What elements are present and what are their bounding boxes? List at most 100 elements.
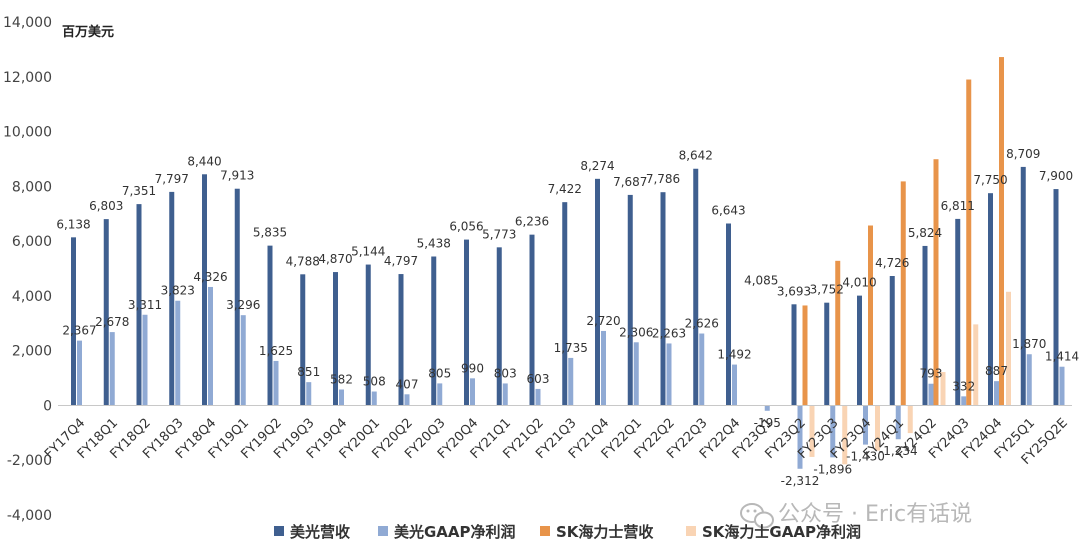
revenue-data-label: 8,274: [580, 159, 614, 173]
wechat-icon: [740, 503, 774, 529]
net-income-data-label: 2,678: [95, 315, 129, 329]
y-tick-label: 10,000: [3, 125, 52, 141]
bar-series-2: [797, 405, 803, 469]
bar-series-2: [928, 383, 934, 406]
revenue-data-label: 6,236: [515, 215, 549, 229]
bar-series-4: [875, 405, 880, 451]
bar-series-1: [103, 219, 109, 406]
unit-label: 百万美元: [62, 24, 114, 40]
bar-series-1: [1053, 189, 1059, 406]
revenue-data-label: 5,144: [351, 245, 385, 259]
bar-series-1: [889, 276, 895, 406]
bar-series-2: [535, 388, 541, 406]
bar-series-2: [109, 332, 115, 406]
legend-swatch: [274, 526, 284, 536]
legend-label: 美光营收: [290, 523, 350, 541]
y-axis: -4,000 -2,000 0 2,000 4,000 6,000 8,000 10,000 1…: [3, 15, 52, 524]
legend-label: SK海力士营收: [556, 523, 653, 541]
y-tick-label: 8,000: [12, 179, 52, 195]
bar-series-1: [202, 174, 207, 406]
net-income-data-label: -2,312: [781, 474, 820, 488]
bar-series-2: [994, 381, 999, 406]
bar-series-2: [895, 405, 901, 440]
bar-series-1: [234, 188, 240, 406]
net-income-data-label: 2,626: [685, 317, 719, 331]
bar-series-1: [398, 274, 404, 406]
bar-series-2: [470, 378, 475, 406]
y-tick-label: 12,000: [3, 70, 52, 86]
net-income-data-label: 603: [527, 372, 550, 386]
legend-label: SK海力士GAAP净利润: [702, 523, 861, 541]
revenue-data-label: 6,643: [711, 204, 745, 218]
bar-series-1: [857, 295, 862, 406]
net-income-data-label: 508: [363, 375, 386, 389]
bar-series-1: [431, 256, 437, 406]
net-income-data-label: 1,625: [259, 344, 293, 358]
bar-series-1: [824, 302, 830, 406]
legend-swatch: [540, 526, 550, 536]
bar-series-3: [802, 305, 808, 406]
watermark: 公众号 · Eric有话说: [740, 502, 972, 529]
net-income-data-label: 793: [920, 367, 943, 381]
bar-series-2: [273, 360, 279, 406]
bar-series-1: [71, 237, 76, 406]
bar-series-2: [699, 333, 705, 406]
revenue-data-label: 5,438: [417, 237, 451, 251]
legend: 美光营收 美光GAAP净利润 SK海力士营收 SK海力士GAAP净利润: [274, 523, 861, 541]
revenue-data-label: 4,085: [744, 274, 778, 288]
bar-series-2: [764, 405, 770, 411]
legend-swatch: [686, 526, 696, 536]
y-tick-label: 4,000: [12, 289, 52, 305]
revenue-data-label: 7,687: [613, 175, 647, 189]
revenue-data-label: 5,835: [253, 226, 287, 240]
bar-series-2: [502, 383, 508, 406]
revenue-data-label: 5,824: [908, 226, 942, 240]
revenue-data-label: 8,709: [1006, 147, 1040, 161]
bar-series-2: [142, 314, 148, 406]
net-income-data-label: 2,306: [619, 325, 653, 339]
net-income-data-label: 1,735: [554, 341, 588, 355]
bar-series-1: [627, 194, 633, 406]
bar-series-2: [208, 286, 213, 406]
net-income-data-label: 407: [396, 377, 419, 391]
bar-series-1: [660, 192, 666, 406]
watermark-text: 公众号 · Eric有话说: [778, 502, 972, 527]
net-income-data-label: 2,263: [652, 326, 686, 340]
net-income-data-label: 887: [985, 364, 1008, 378]
bar-series-4: [907, 405, 913, 434]
net-income-data-label: 805: [428, 366, 451, 380]
bar-series-1: [693, 168, 699, 406]
revenue-data-label: 6,811: [941, 199, 975, 213]
x-axis: FY17Q4FY18Q1FY18Q2FY18Q3FY18Q4FY19Q1FY19…: [42, 416, 1071, 468]
bars: [71, 57, 1065, 469]
bar-series-2: [240, 315, 246, 406]
bar-series-1: [562, 202, 568, 406]
bar-series-1: [955, 218, 961, 406]
revenue-data-label: 6,056: [449, 220, 483, 234]
bar-series-1: [922, 245, 928, 406]
bar-series-1: [791, 304, 797, 406]
bar-series-2: [371, 391, 377, 406]
revenue-data-label: 3,752: [810, 283, 844, 297]
revenue-data-label: 4,797: [384, 254, 418, 268]
bar-series-2: [437, 383, 443, 406]
net-income-data-label: 990: [461, 361, 484, 375]
y-tick-label: 6,000: [12, 234, 52, 250]
revenue-data-label: 4,870: [318, 252, 352, 266]
bar-series-1: [365, 264, 371, 406]
net-income-data-label: 4,326: [193, 270, 227, 284]
revenue-data-label: 4,010: [842, 276, 876, 290]
net-income-data-label: 1,492: [717, 348, 751, 362]
bar-series-2: [568, 357, 574, 406]
bar-series-1: [988, 193, 993, 406]
revenue-data-label: 4,726: [875, 256, 909, 270]
net-income-data-label: -195: [754, 416, 781, 430]
revenue-data-label: 6,138: [56, 217, 90, 231]
bar-series-4: [842, 405, 848, 465]
bar-series-2: [339, 389, 344, 406]
bar-series-2: [1059, 366, 1065, 406]
bar-series-4: [973, 324, 979, 406]
revenue-data-label: 4,788: [286, 254, 320, 268]
bar-series-2: [666, 343, 672, 406]
